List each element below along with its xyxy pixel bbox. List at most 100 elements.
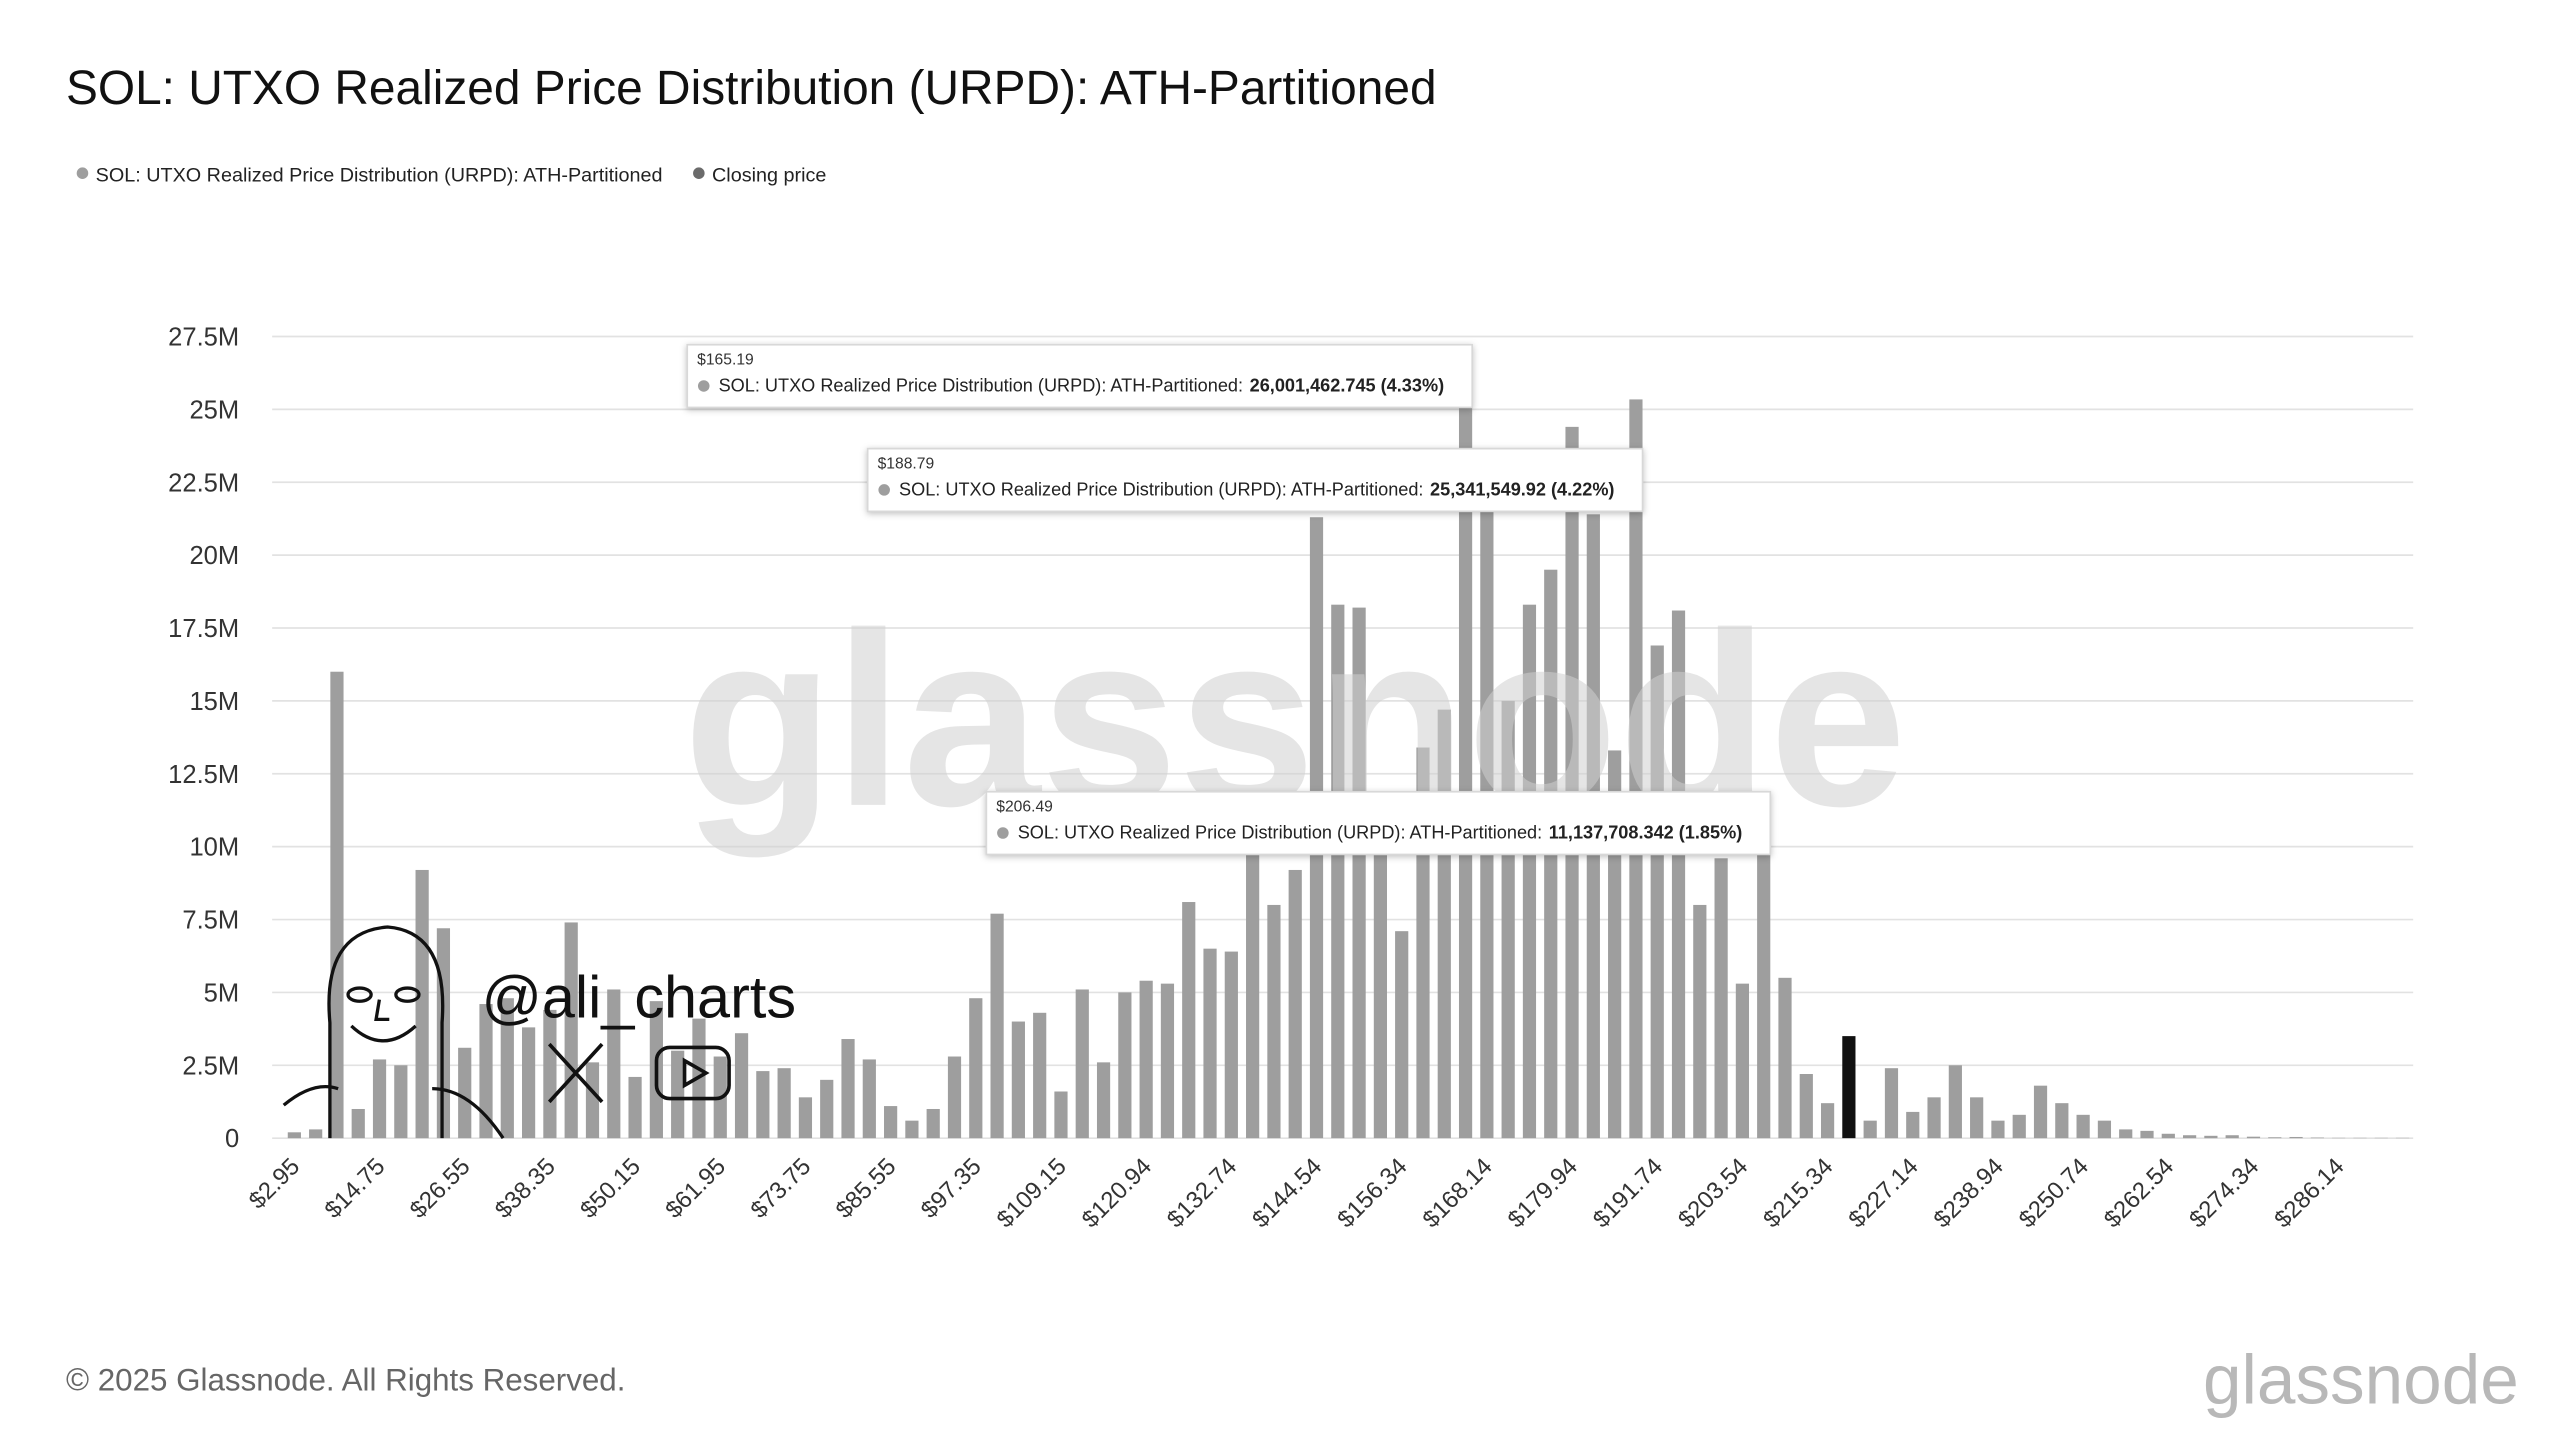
y-tick-label: 10M [189, 834, 239, 862]
bar [351, 1108, 365, 1139]
tooltip: $165.19 SOL: UTXO Realized Price Distribu… [686, 343, 1473, 409]
bar [1182, 902, 1196, 1139]
social-icons [547, 1042, 731, 1104]
y-tick-label: 25M [189, 396, 239, 424]
bar [862, 1059, 876, 1139]
tooltip-label: SOL: UTXO Realized Price Distribution (U… [719, 376, 1243, 396]
bar [2012, 1114, 2026, 1139]
y-tick-label: 7.5M [182, 907, 239, 935]
bar [1458, 380, 1473, 1139]
legend: SOL: UTXO Realized Price Distribution (U… [76, 164, 826, 186]
bar [1927, 1097, 1941, 1139]
bar [1650, 645, 1664, 1139]
tooltip-marker [878, 484, 890, 496]
x-tick-label: $97.35 [916, 1153, 987, 1224]
tooltip-value: 25,341,549.92 (4.22%) [1430, 480, 1614, 500]
x-tick-label: $109.15 [992, 1153, 1072, 1233]
x-tick-label: $14.75 [320, 1153, 391, 1224]
bar [2268, 1137, 2282, 1139]
bar [2204, 1135, 2218, 1139]
x-tick-label: $238.94 [1929, 1153, 2009, 1233]
bar [1820, 1103, 1835, 1139]
bar [1565, 426, 1579, 1139]
bar [1714, 858, 1728, 1139]
bar [1139, 980, 1153, 1139]
bar [2140, 1130, 2154, 1139]
bar [1863, 1120, 1877, 1139]
bar [522, 1027, 536, 1139]
x-tick-label: $85.55 [831, 1153, 902, 1224]
tooltip-value: 11,137,708.342 (1.85%) [1549, 823, 1743, 843]
bar [543, 1009, 557, 1139]
y-tick-label: 15M [189, 688, 239, 716]
bar [479, 1004, 493, 1139]
bar [1352, 607, 1366, 1139]
x-tick-label: $156.34 [1332, 1153, 1412, 1233]
x-tick-label: $179.94 [1503, 1153, 1583, 1233]
bar [2246, 1136, 2261, 1139]
bar [458, 1047, 472, 1139]
bar [1842, 1036, 1856, 1139]
bar [1906, 1111, 1920, 1139]
bar [905, 1120, 919, 1139]
tooltip-label: SOL: UTXO Realized Price Distribution (U… [1018, 823, 1542, 843]
bar [1522, 604, 1537, 1139]
tooltip-box [985, 790, 1772, 856]
bar [372, 1059, 387, 1139]
x-tick-label: $262.54 [2099, 1153, 2179, 1233]
bar [990, 913, 1004, 1139]
x-tick-label: $168.14 [1418, 1153, 1498, 1233]
bar [1246, 840, 1260, 1139]
y-tick-label: 17.5M [168, 615, 239, 643]
tooltip-marker [997, 827, 1009, 839]
x-tick-label: $286.14 [2269, 1153, 2349, 1233]
tooltip: $206.49 SOL: UTXO Realized Price Distribu… [985, 790, 1772, 856]
bar [585, 1062, 600, 1139]
bar [1884, 1068, 1899, 1139]
x-tick-label: $73.75 [745, 1153, 816, 1224]
legend-marker [693, 167, 705, 179]
bar [2310, 1137, 2324, 1139]
bar [798, 1097, 813, 1139]
bar [309, 1129, 323, 1139]
x-tick-label: $274.34 [2184, 1153, 2264, 1233]
bar [1799, 1074, 1813, 1139]
bar [394, 1065, 408, 1139]
bar [884, 1106, 898, 1139]
chart-title: SOL: UTXO Realized Price Distribution (U… [66, 62, 1437, 115]
bar [777, 1068, 791, 1139]
bar [947, 1056, 962, 1139]
bar [1075, 989, 1089, 1139]
bar [820, 1079, 834, 1139]
bar [1629, 399, 1643, 1139]
bar [1735, 983, 1750, 1139]
y-tick-label: 2.5M [182, 1052, 239, 1080]
bar [330, 671, 344, 1139]
x-tick-label: $50.15 [575, 1153, 646, 1224]
bar [415, 869, 429, 1139]
bar [1160, 983, 1175, 1139]
bar [1778, 977, 1792, 1139]
logo: glassnode [2203, 1341, 2519, 1419]
legend-label: Closing price [712, 164, 826, 186]
tooltip-box [866, 447, 1644, 513]
bar [2183, 1135, 2197, 1139]
author-avatar [282, 925, 505, 1140]
bar [2161, 1133, 2175, 1139]
bar [1203, 948, 1217, 1139]
bar [628, 1076, 642, 1139]
bar [2289, 1136, 2303, 1139]
bar [926, 1108, 940, 1139]
bar [1224, 951, 1238, 1139]
bar [1054, 1091, 1068, 1139]
bar [1331, 604, 1345, 1139]
bar [500, 998, 514, 1139]
tooltip-value: 26,001,462.745 (4.33%) [1250, 376, 1445, 396]
y-tick-label: 0 [225, 1125, 239, 1153]
footer: © 2025 Glassnode. All Rights Reserved. [66, 1363, 625, 1398]
x-tick-label: $26.55 [405, 1153, 476, 1224]
y-tick-label: 5M [204, 979, 240, 1007]
x-tick-label: $215.34 [1758, 1153, 1838, 1233]
